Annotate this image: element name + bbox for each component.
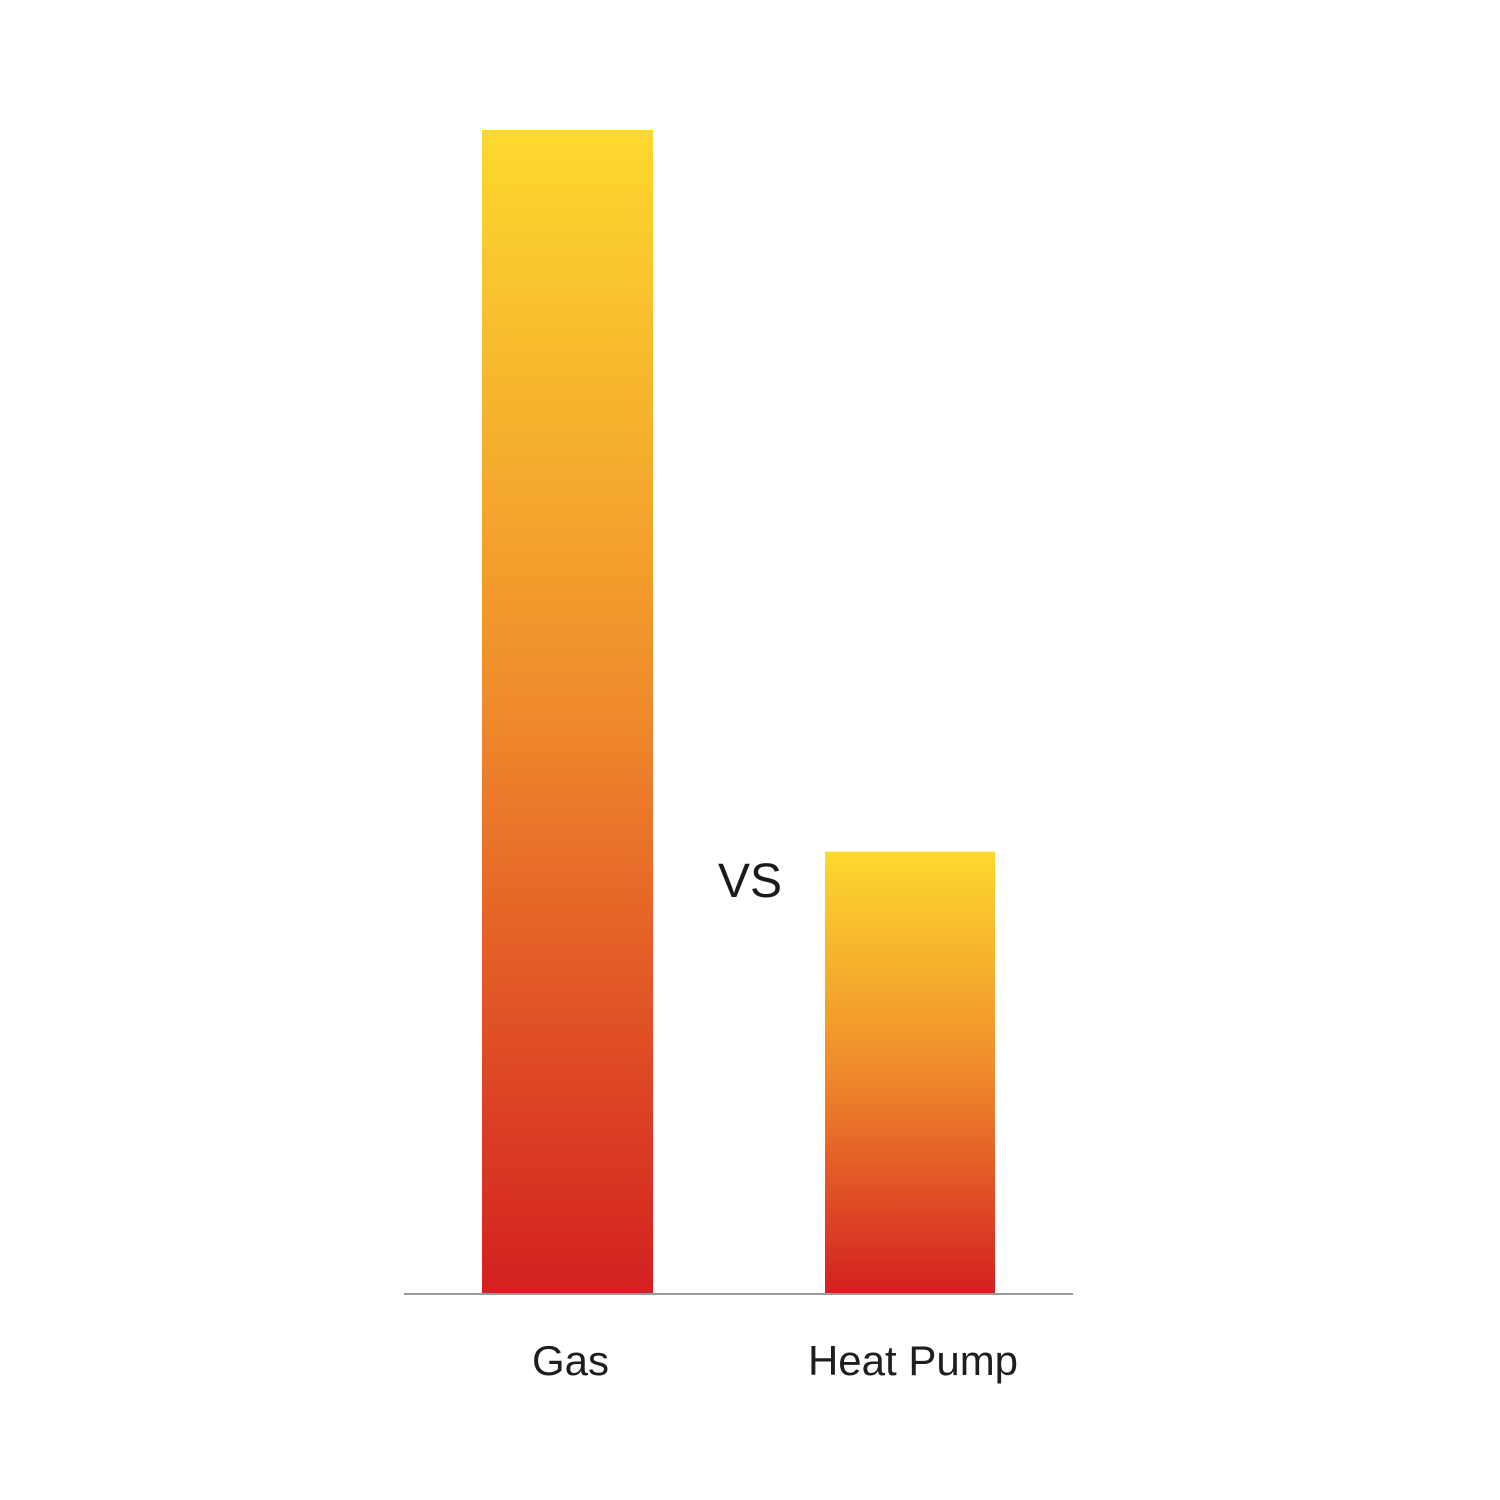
bar-gas [482, 130, 653, 1294]
bars-layer [482, 130, 995, 1294]
bar-heat-pump [825, 851, 995, 1294]
vs-annotation: VS [718, 855, 782, 908]
category-label-heat-pump: Heat Pump [808, 1337, 1018, 1384]
category-label-gas: Gas [532, 1337, 609, 1384]
category-labels: Gas Heat Pump [532, 1337, 1018, 1384]
